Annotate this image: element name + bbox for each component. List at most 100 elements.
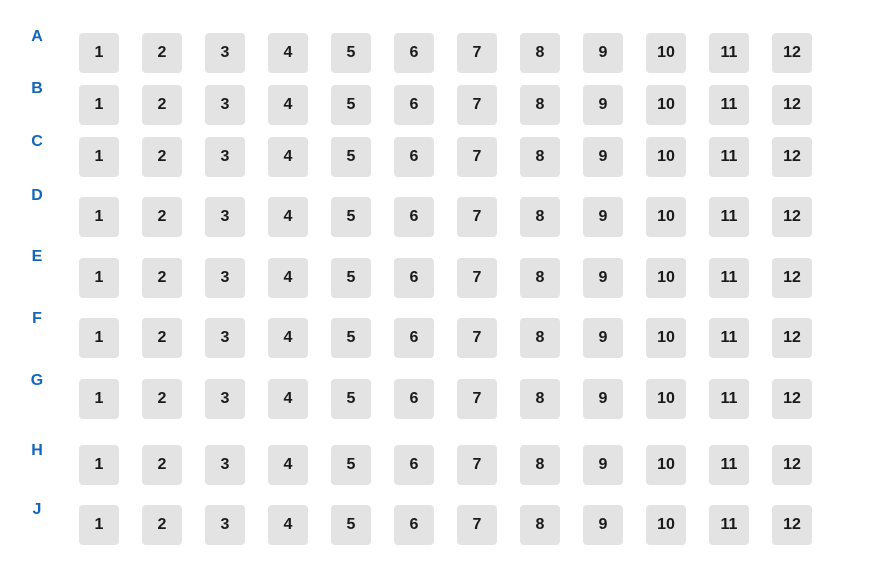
seat-button-h9[interactable]: 9 (583, 445, 623, 485)
seat-button-h8[interactable]: 8 (520, 445, 560, 485)
seat-button-a3[interactable]: 3 (205, 33, 245, 73)
seat-button-j7[interactable]: 7 (457, 505, 497, 545)
seat-button-e4[interactable]: 4 (268, 258, 308, 298)
seat-button-c11[interactable]: 11 (709, 137, 749, 177)
seat-button-f9[interactable]: 9 (583, 318, 623, 358)
seat-button-a8[interactable]: 8 (520, 33, 560, 73)
seat-button-a2[interactable]: 2 (142, 33, 182, 73)
seat-button-e6[interactable]: 6 (394, 258, 434, 298)
seat-button-a4[interactable]: 4 (268, 33, 308, 73)
seat-button-g6[interactable]: 6 (394, 379, 434, 419)
seat-button-f10[interactable]: 10 (646, 318, 686, 358)
seat-button-j11[interactable]: 11 (709, 505, 749, 545)
seat-button-a9[interactable]: 9 (583, 33, 623, 73)
seat-button-a7[interactable]: 7 (457, 33, 497, 73)
seat-button-g5[interactable]: 5 (331, 379, 371, 419)
seat-button-b10[interactable]: 10 (646, 85, 686, 125)
seat-button-d9[interactable]: 9 (583, 197, 623, 237)
seat-button-g3[interactable]: 3 (205, 379, 245, 419)
seat-button-e10[interactable]: 10 (646, 258, 686, 298)
seat-button-d1[interactable]: 1 (79, 197, 119, 237)
seat-button-e7[interactable]: 7 (457, 258, 497, 298)
seat-button-g10[interactable]: 10 (646, 379, 686, 419)
seat-button-a1[interactable]: 1 (79, 33, 119, 73)
seat-button-g1[interactable]: 1 (79, 379, 119, 419)
seat-button-e9[interactable]: 9 (583, 258, 623, 298)
seat-button-h11[interactable]: 11 (709, 445, 749, 485)
seat-button-j2[interactable]: 2 (142, 505, 182, 545)
seat-button-b7[interactable]: 7 (457, 85, 497, 125)
seat-button-d4[interactable]: 4 (268, 197, 308, 237)
seat-button-f7[interactable]: 7 (457, 318, 497, 358)
seat-button-d10[interactable]: 10 (646, 197, 686, 237)
seat-button-f4[interactable]: 4 (268, 318, 308, 358)
seat-button-b1[interactable]: 1 (79, 85, 119, 125)
seat-button-j8[interactable]: 8 (520, 505, 560, 545)
seat-button-e2[interactable]: 2 (142, 258, 182, 298)
seat-button-h6[interactable]: 6 (394, 445, 434, 485)
seat-button-c6[interactable]: 6 (394, 137, 434, 177)
seat-button-d11[interactable]: 11 (709, 197, 749, 237)
seat-button-g8[interactable]: 8 (520, 379, 560, 419)
seat-button-e5[interactable]: 5 (331, 258, 371, 298)
seat-button-j5[interactable]: 5 (331, 505, 371, 545)
seat-button-f8[interactable]: 8 (520, 318, 560, 358)
seat-button-f1[interactable]: 1 (79, 318, 119, 358)
seat-button-d3[interactable]: 3 (205, 197, 245, 237)
seat-button-d7[interactable]: 7 (457, 197, 497, 237)
seat-button-c5[interactable]: 5 (331, 137, 371, 177)
seat-button-c9[interactable]: 9 (583, 137, 623, 177)
seat-button-e8[interactable]: 8 (520, 258, 560, 298)
seat-button-b6[interactable]: 6 (394, 85, 434, 125)
seat-button-j3[interactable]: 3 (205, 505, 245, 545)
seat-button-g2[interactable]: 2 (142, 379, 182, 419)
seat-button-b3[interactable]: 3 (205, 85, 245, 125)
seat-button-g11[interactable]: 11 (709, 379, 749, 419)
seat-button-b5[interactable]: 5 (331, 85, 371, 125)
seat-button-h1[interactable]: 1 (79, 445, 119, 485)
seat-button-b8[interactable]: 8 (520, 85, 560, 125)
seat-button-h4[interactable]: 4 (268, 445, 308, 485)
seat-button-f3[interactable]: 3 (205, 318, 245, 358)
seat-button-f12[interactable]: 12 (772, 318, 812, 358)
seat-button-a12[interactable]: 12 (772, 33, 812, 73)
seat-button-h12[interactable]: 12 (772, 445, 812, 485)
seat-button-f2[interactable]: 2 (142, 318, 182, 358)
seat-button-g9[interactable]: 9 (583, 379, 623, 419)
seat-button-d6[interactable]: 6 (394, 197, 434, 237)
seat-button-c10[interactable]: 10 (646, 137, 686, 177)
seat-button-c8[interactable]: 8 (520, 137, 560, 177)
seat-button-e11[interactable]: 11 (709, 258, 749, 298)
seat-button-a10[interactable]: 10 (646, 33, 686, 73)
seat-button-e12[interactable]: 12 (772, 258, 812, 298)
seat-button-j1[interactable]: 1 (79, 505, 119, 545)
seat-button-d2[interactable]: 2 (142, 197, 182, 237)
seat-button-c3[interactable]: 3 (205, 137, 245, 177)
seat-button-h7[interactable]: 7 (457, 445, 497, 485)
seat-button-b4[interactable]: 4 (268, 85, 308, 125)
seat-button-h2[interactable]: 2 (142, 445, 182, 485)
seat-button-c2[interactable]: 2 (142, 137, 182, 177)
seat-button-d5[interactable]: 5 (331, 197, 371, 237)
seat-button-e3[interactable]: 3 (205, 258, 245, 298)
seat-button-h5[interactable]: 5 (331, 445, 371, 485)
seat-button-f5[interactable]: 5 (331, 318, 371, 358)
seat-button-g4[interactable]: 4 (268, 379, 308, 419)
seat-button-c1[interactable]: 1 (79, 137, 119, 177)
seat-button-b12[interactable]: 12 (772, 85, 812, 125)
seat-button-a6[interactable]: 6 (394, 33, 434, 73)
seat-button-h10[interactable]: 10 (646, 445, 686, 485)
seat-button-c12[interactable]: 12 (772, 137, 812, 177)
seat-button-c4[interactable]: 4 (268, 137, 308, 177)
seat-button-h3[interactable]: 3 (205, 445, 245, 485)
seat-button-j6[interactable]: 6 (394, 505, 434, 545)
seat-button-g7[interactable]: 7 (457, 379, 497, 419)
seat-button-d8[interactable]: 8 (520, 197, 560, 237)
seat-button-j9[interactable]: 9 (583, 505, 623, 545)
seat-button-j12[interactable]: 12 (772, 505, 812, 545)
seat-button-j4[interactable]: 4 (268, 505, 308, 545)
seat-button-a11[interactable]: 11 (709, 33, 749, 73)
seat-button-b9[interactable]: 9 (583, 85, 623, 125)
seat-button-a5[interactable]: 5 (331, 33, 371, 73)
seat-button-f11[interactable]: 11 (709, 318, 749, 358)
